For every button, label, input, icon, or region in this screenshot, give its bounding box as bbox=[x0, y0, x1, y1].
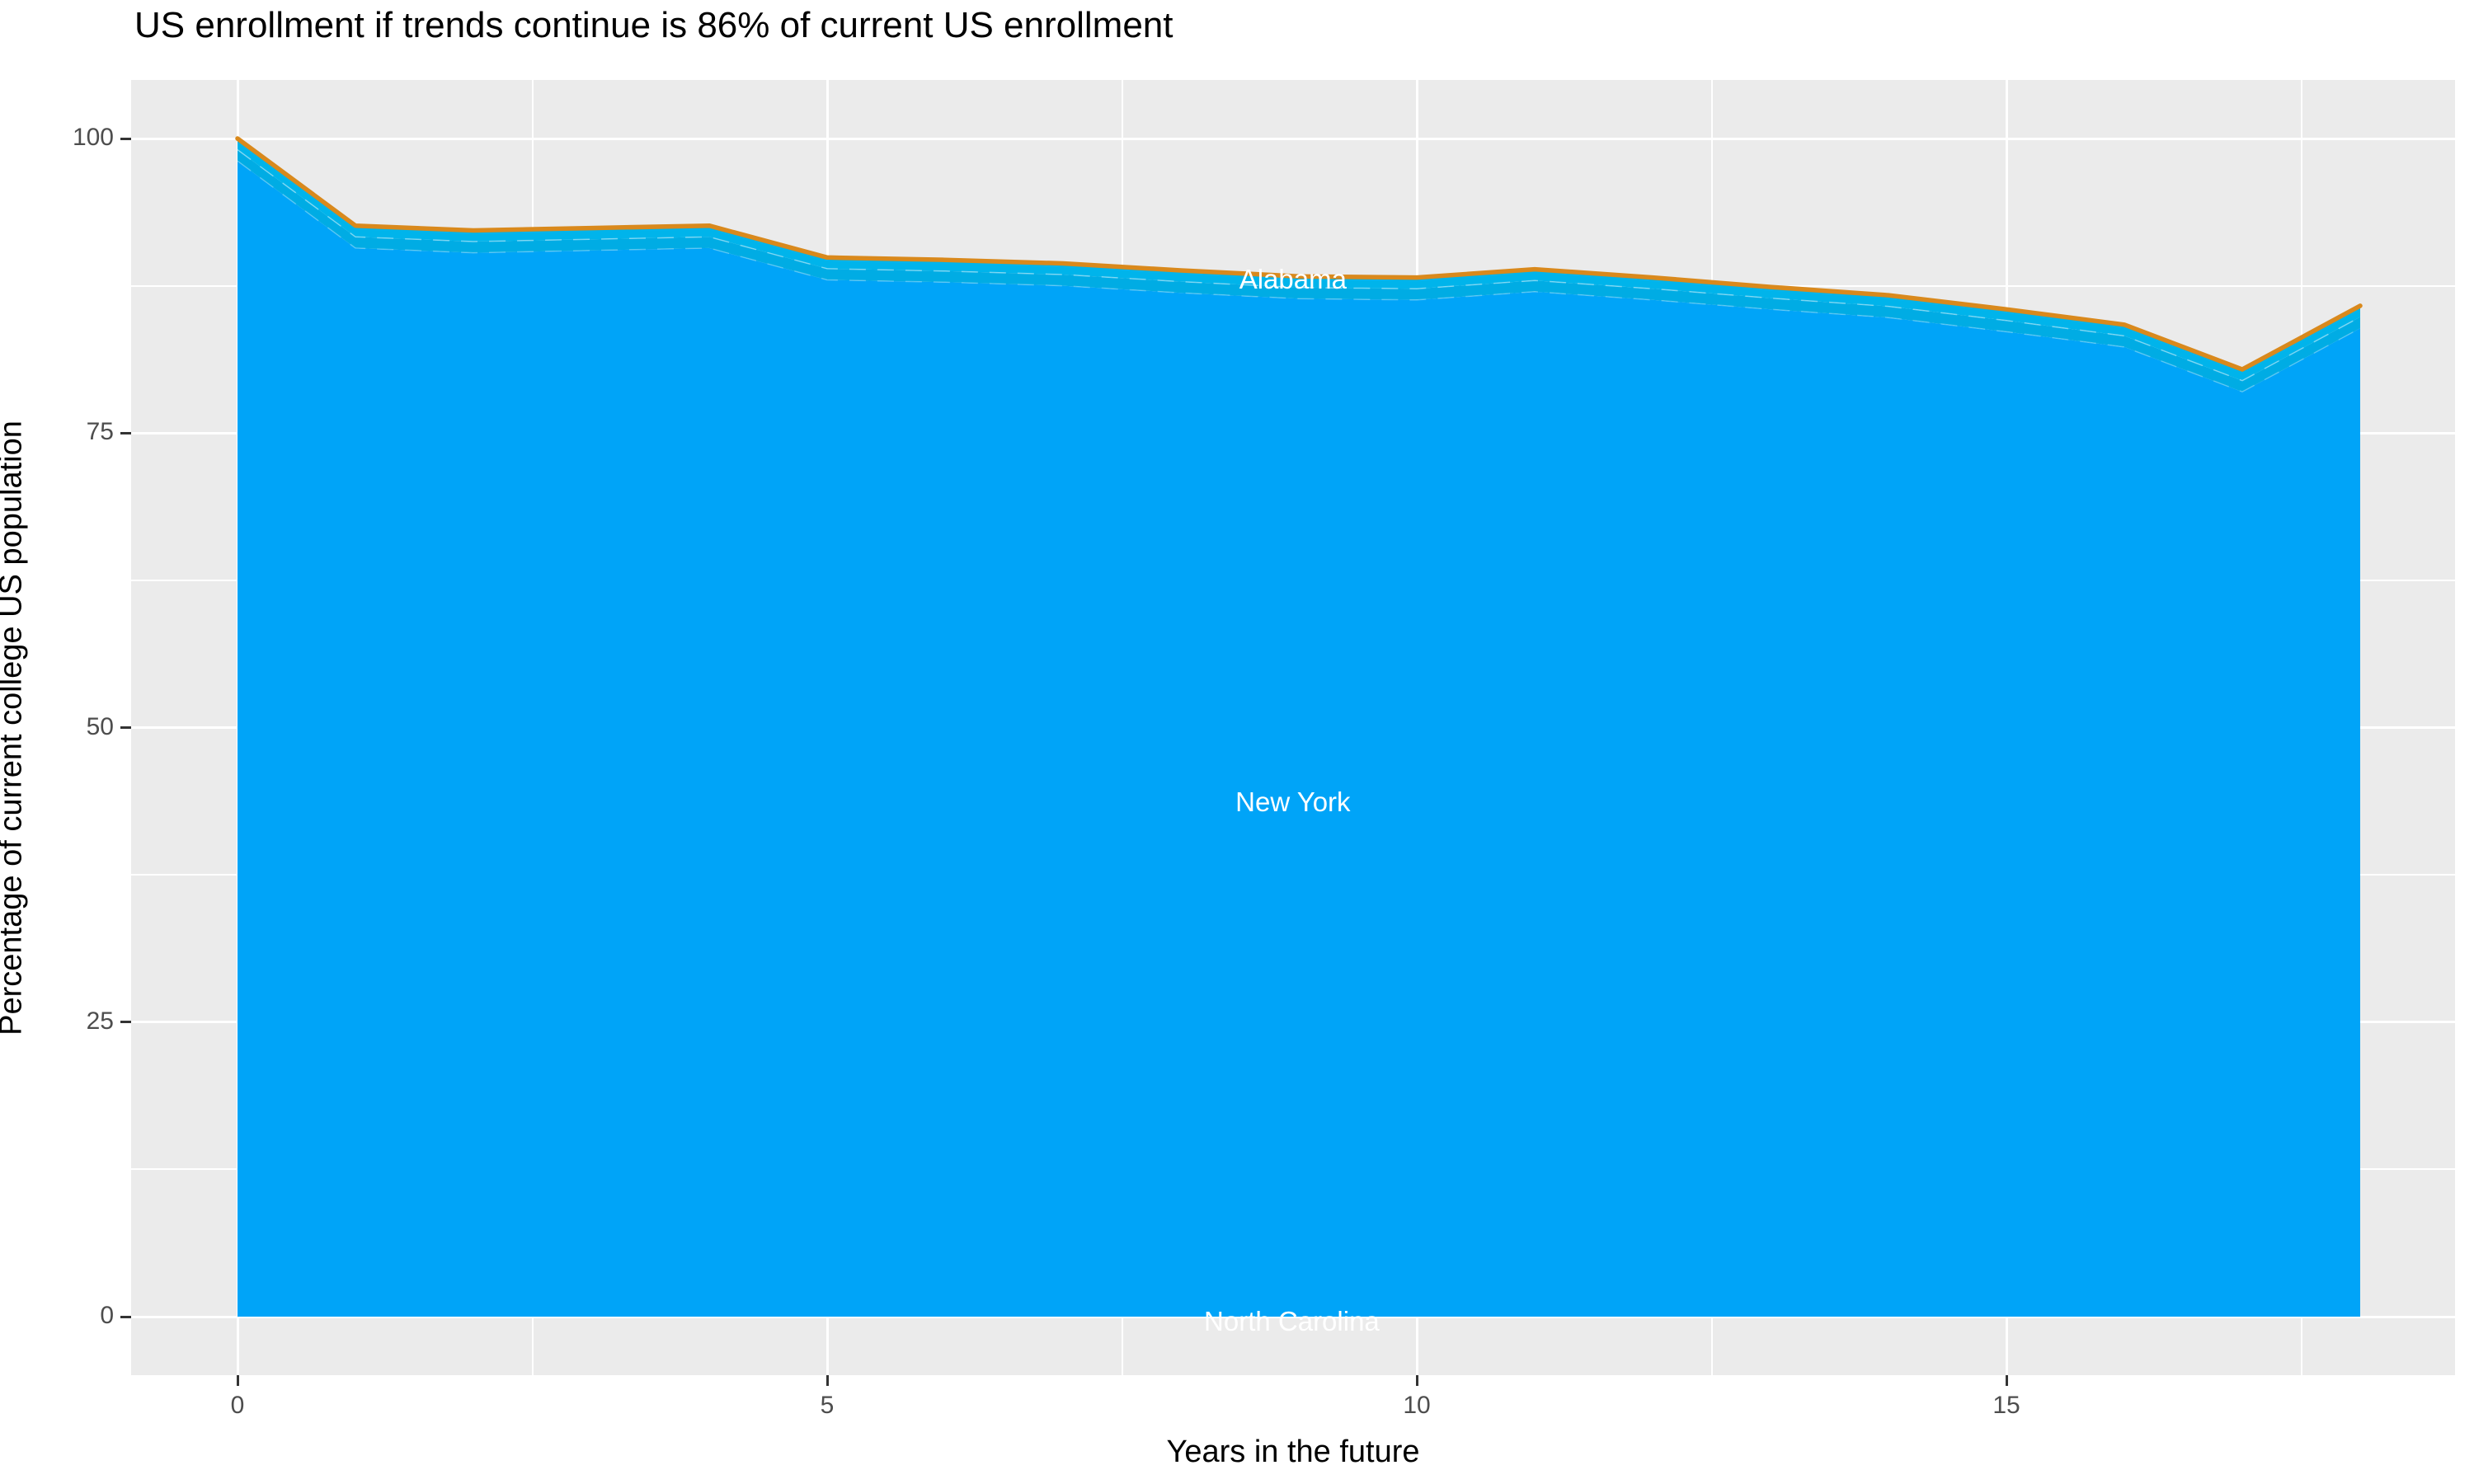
area-chart-svg bbox=[235, 136, 2363, 1317]
x-tick-mark bbox=[825, 1375, 829, 1386]
y-tick-mark bbox=[120, 1021, 131, 1024]
h-gridline-major bbox=[131, 137, 2455, 140]
x-axis-title: Years in the future bbox=[1166, 1435, 1420, 1469]
x-tick-mark bbox=[2005, 1375, 2008, 1386]
y-tick-label: 50 bbox=[86, 712, 114, 740]
page-title: US enrollment if trends continue is 86% … bbox=[134, 5, 1174, 45]
y-tick-label: 25 bbox=[86, 1007, 114, 1035]
y-tick-label: 75 bbox=[86, 418, 114, 446]
state-label-new-york: New York bbox=[1235, 786, 1351, 817]
x-tick-label: 0 bbox=[230, 1392, 245, 1419]
state-label-alabama: Alabama bbox=[1239, 264, 1347, 295]
band-separator-line-2 bbox=[237, 160, 2361, 393]
chart-panel: Alabama New York North Carolina bbox=[131, 80, 2455, 1375]
y-tick-mark bbox=[120, 137, 131, 140]
x-tick-mark bbox=[1415, 1375, 1418, 1386]
x-tick-label: 15 bbox=[1992, 1392, 2020, 1419]
y-axis-title: Percentage of current college US populat… bbox=[0, 420, 29, 1036]
y-tick-mark bbox=[120, 726, 131, 729]
x-tick-label: 5 bbox=[820, 1392, 835, 1419]
state-label-north-carolina: North Carolina bbox=[1204, 1305, 1380, 1336]
band-separator-line-1 bbox=[237, 148, 2361, 382]
total-top-line bbox=[235, 136, 2363, 372]
y-tick-label: 100 bbox=[72, 124, 114, 151]
main-area-polygon bbox=[238, 161, 2360, 1317]
y-tick-mark bbox=[120, 431, 131, 434]
y-tick-mark bbox=[120, 1315, 131, 1318]
x-tick-label: 10 bbox=[1403, 1392, 1431, 1419]
y-tick-label: 0 bbox=[100, 1302, 114, 1329]
x-tick-mark bbox=[236, 1375, 239, 1386]
